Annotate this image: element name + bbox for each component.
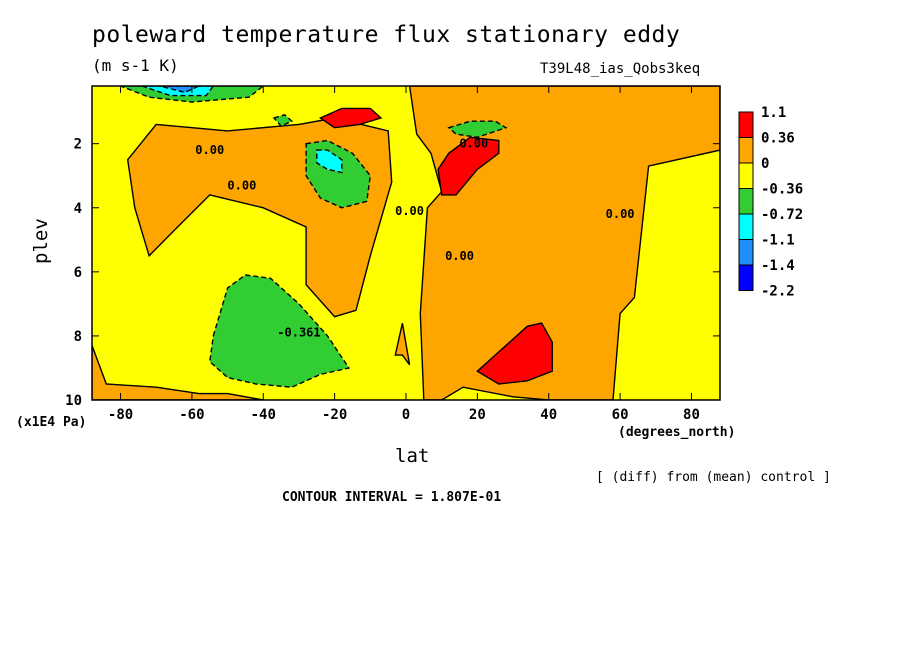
region-blue-top-left [159, 86, 200, 94]
x-tick-label: 40 [540, 407, 557, 423]
contour-label: 0.00 [195, 143, 224, 157]
region-cyan-sh-upper [316, 149, 343, 174]
colorbar-label: 0.36 [761, 131, 795, 147]
y-tick-label: 4 [74, 201, 82, 217]
contour-regions [92, 86, 720, 400]
y-tick-label: 2 [74, 137, 82, 153]
colorbar-swatch [738, 111, 754, 138]
x-tick-label: 60 [612, 407, 629, 423]
x-tick-label: 80 [683, 407, 700, 423]
colorbar-label: -2.2 [761, 284, 795, 300]
colorbar-label: -0.72 [761, 207, 803, 223]
y-tick-label: 10 [65, 393, 82, 409]
x-tick-label: -20 [322, 407, 347, 423]
region-green-small-top [272, 114, 294, 127]
x-tick-label: -40 [251, 407, 276, 423]
colorbar-swatch [738, 162, 754, 189]
region-green-sh-lower [209, 274, 351, 388]
run-label: T39L48_ias_Qobs3keq [540, 61, 701, 77]
diff-note: [ (diff) from (mean) control ] [596, 470, 831, 485]
chart-units: (m s-1 K) [92, 56, 179, 75]
x-tick-label: 0 [402, 407, 410, 423]
region-green-nh-upper [447, 120, 508, 139]
x-tick-label: -60 [179, 407, 204, 423]
contour-label: 0.00 [459, 137, 488, 151]
contour-label: -0.361 [277, 326, 320, 340]
colorbar-swatch [738, 137, 754, 164]
region-cyan-top-left [141, 86, 215, 97]
colorbar-swatch [738, 188, 754, 215]
y-axis-units: (x1E4 Pa) [16, 415, 87, 430]
colorbar-label: 0 [761, 156, 769, 172]
region-red-upper-right [437, 136, 500, 196]
colorbar-label: -1.4 [761, 258, 795, 274]
contour-label: 0.00 [606, 207, 635, 221]
x-axis-units: (degrees_north) [618, 425, 736, 440]
colorbar-label: -0.36 [761, 182, 803, 198]
contour-interval: CONTOUR INTERVAL = 1.807E-01 [282, 490, 502, 505]
colorbar-swatch [738, 213, 754, 240]
x-axis-label: lat [395, 445, 430, 467]
colorbar-swatch [738, 264, 754, 291]
region-red-lower [476, 322, 553, 385]
region-red-upper-left [318, 107, 383, 129]
y-tick-label: 6 [74, 265, 82, 281]
region-orange-sh-bottom [92, 345, 264, 400]
colorbar-label: -1.1 [761, 233, 795, 249]
colorbar-swatch [738, 239, 754, 266]
contour-label: 0.00 [445, 249, 474, 263]
contour-label: 0.00 [227, 178, 256, 192]
chart-title: poleward temperature flux stationary edd… [92, 22, 681, 48]
x-tick-label: 20 [469, 407, 486, 423]
region-orange-small-tick [394, 322, 411, 366]
contour-label: 0.00 [395, 204, 424, 218]
colorbar-label: 1.1 [761, 105, 786, 121]
x-tick-label: -80 [108, 407, 133, 423]
y-tick-label: 8 [74, 329, 82, 345]
